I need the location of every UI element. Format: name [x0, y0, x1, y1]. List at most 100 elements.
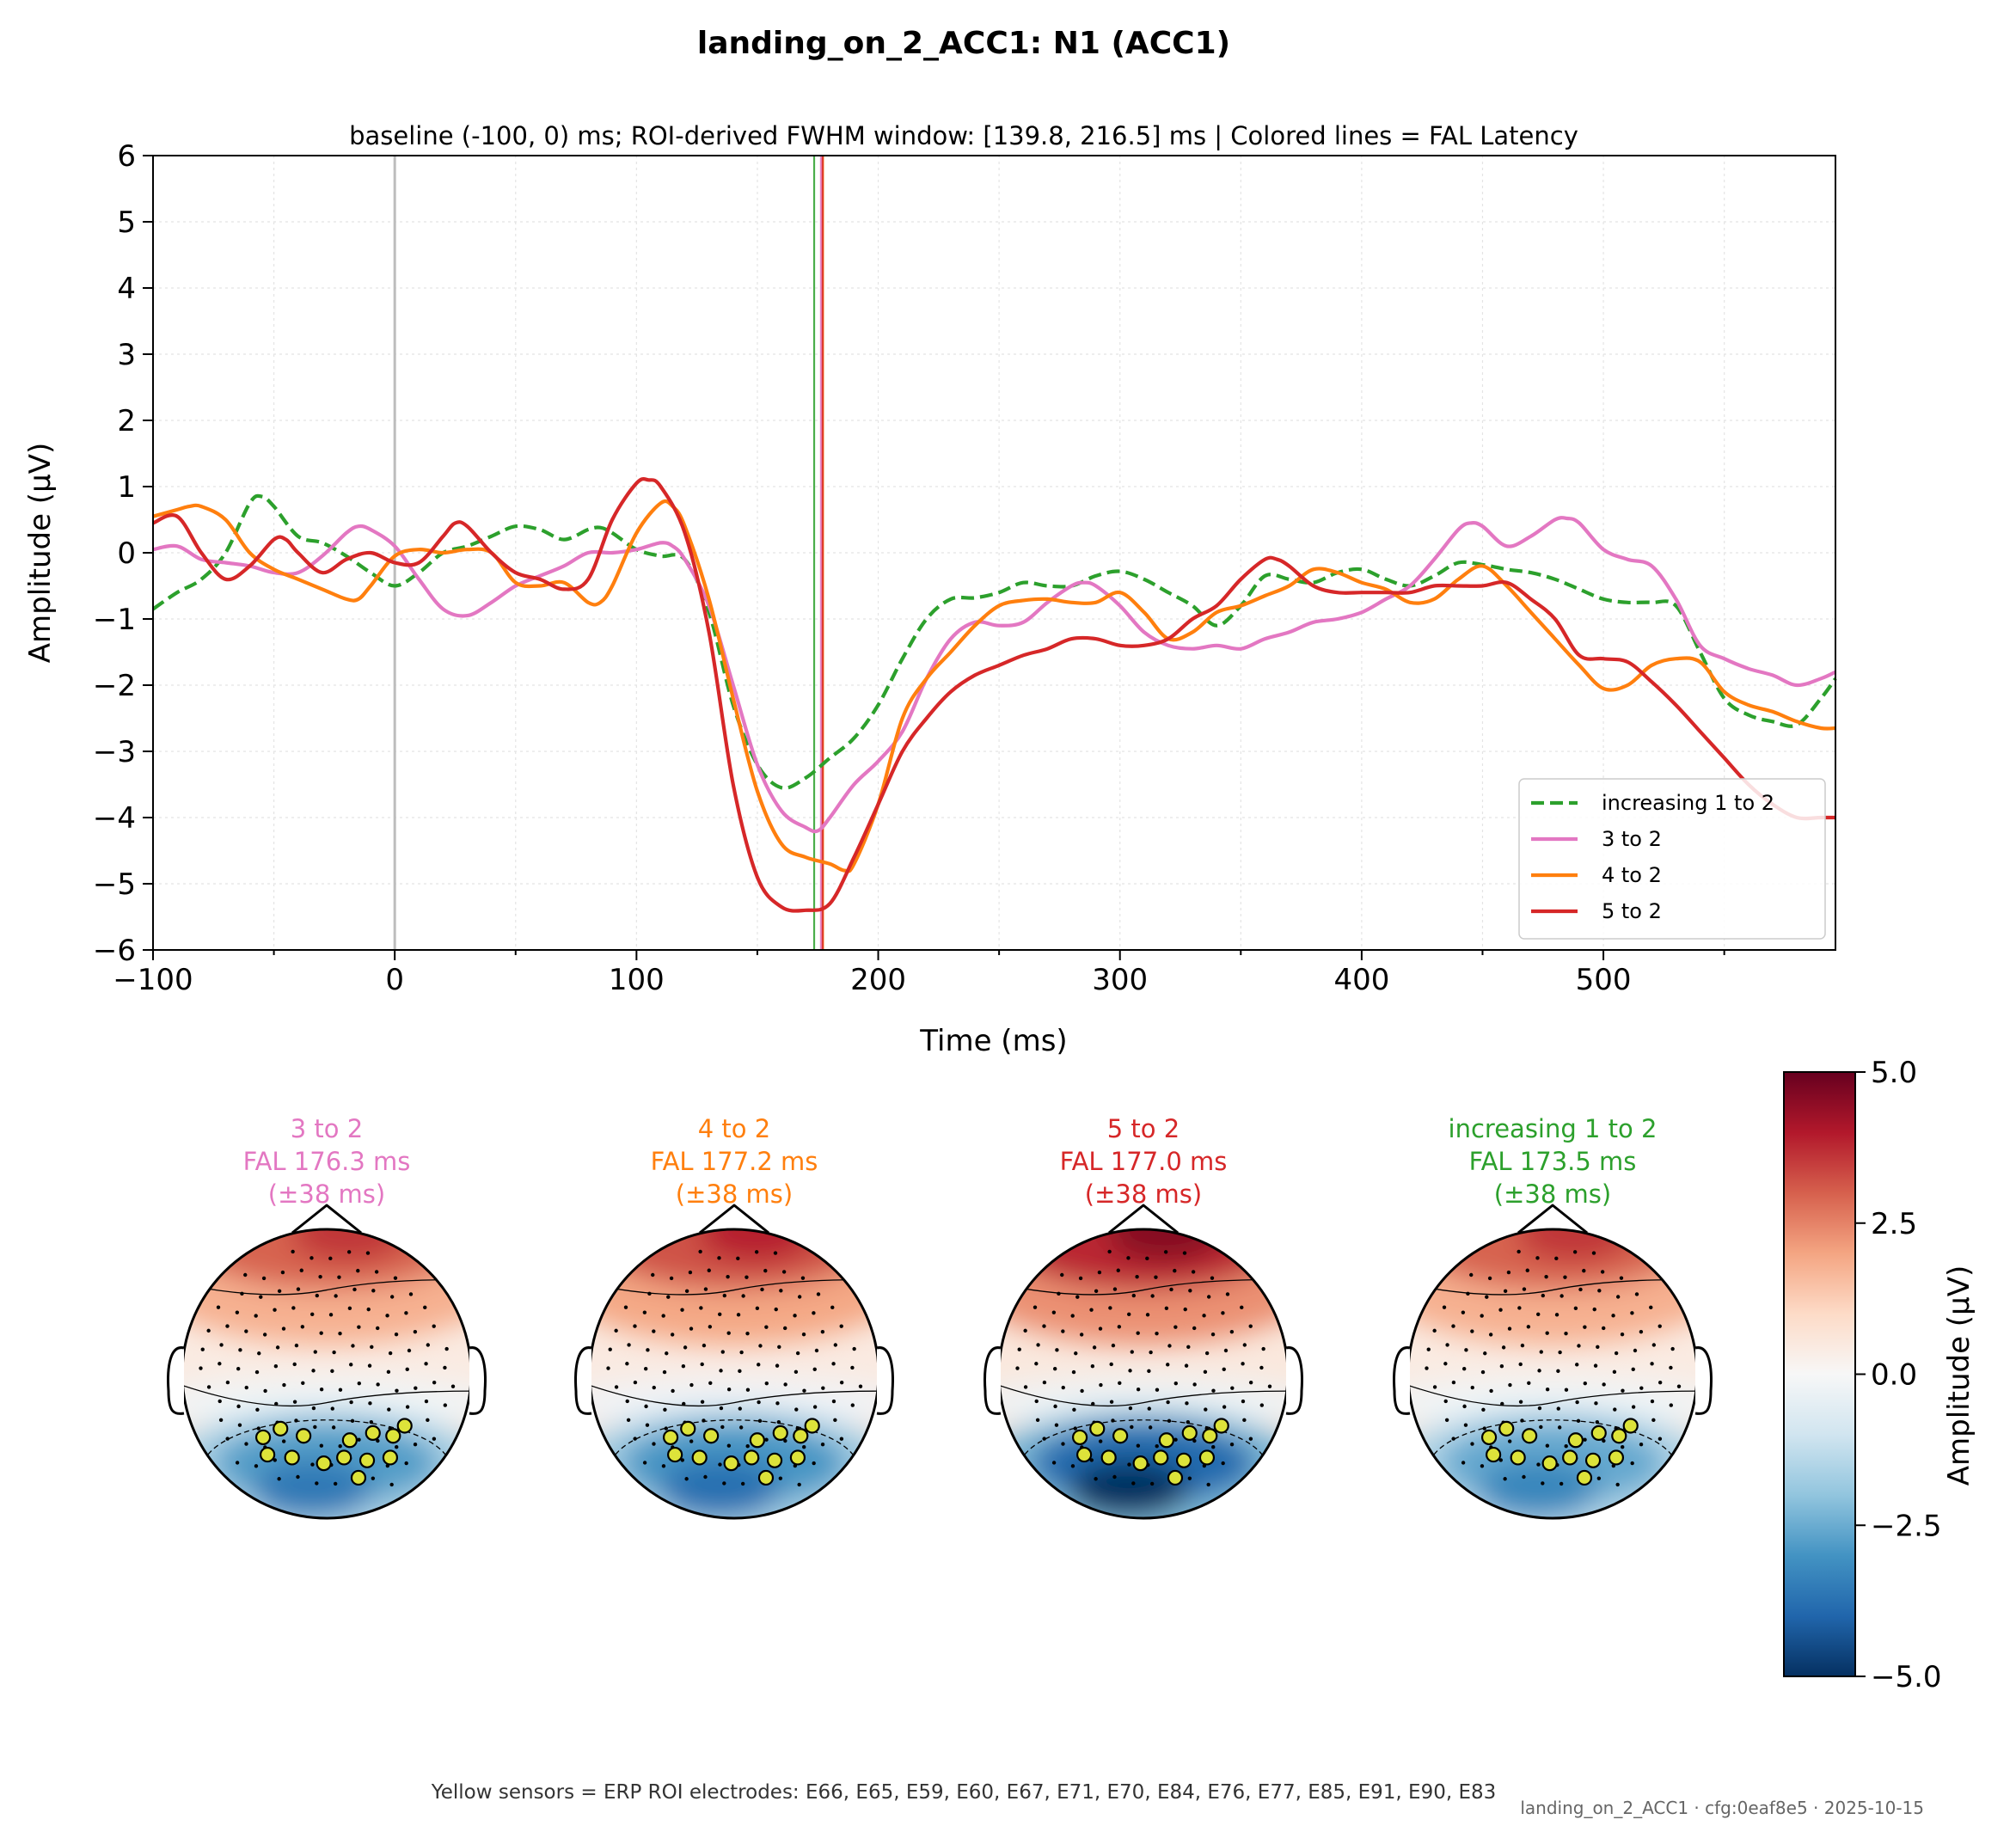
sensor-dot — [1094, 1477, 1098, 1481]
sensor-dot — [720, 1350, 725, 1354]
sensor-dot — [407, 1348, 412, 1353]
sensor-dot — [1612, 1369, 1617, 1375]
sensor-dot — [1583, 1437, 1587, 1442]
sensor-dot — [413, 1329, 418, 1334]
topomap-latency: FAL 177.0 ms — [1060, 1147, 1228, 1176]
roi-sensor — [260, 1446, 276, 1463]
sensor-dot — [633, 1324, 637, 1328]
roi-sensor — [1622, 1418, 1639, 1434]
sensor-dot — [405, 1405, 410, 1409]
topomap-latency: FAL 176.3 ms — [243, 1147, 411, 1176]
sensor-dot — [444, 1346, 449, 1351]
topomap-contour — [1408, 1384, 1697, 1407]
sensor-dot — [1480, 1314, 1484, 1318]
y-axis-ticks: −6 −5 −4 −3 −2 −1 0 1 2 3 4 5 6 — [93, 139, 153, 968]
roi-sensor — [1213, 1418, 1229, 1434]
topomap-contour — [590, 1278, 879, 1296]
roi-sensor — [804, 1418, 820, 1434]
sensor-dot — [745, 1275, 749, 1279]
sensor-dot — [1507, 1439, 1512, 1443]
sensor-dot — [1545, 1443, 1550, 1448]
sensor-dot — [1223, 1348, 1229, 1353]
sensor-dot — [273, 1308, 277, 1312]
sensor-dot — [1089, 1308, 1094, 1312]
sensor-dot — [1023, 1328, 1027, 1333]
colorbar-label: Amplitude (µV) — [1942, 1265, 1976, 1486]
sensor-dot — [1117, 1325, 1122, 1329]
sensor-dot — [238, 1348, 242, 1352]
sensor-dot — [338, 1444, 342, 1449]
sensor-dot — [218, 1362, 222, 1366]
roi-sensor — [385, 1428, 401, 1444]
sensor-dot — [1116, 1268, 1120, 1272]
sensor-dot — [385, 1314, 389, 1318]
sensor-dot — [334, 1294, 338, 1298]
sensor-dot — [368, 1401, 372, 1406]
sensor-dot — [779, 1289, 783, 1293]
sensor-dot — [366, 1307, 371, 1312]
sensor-dot — [376, 1326, 380, 1331]
sensor-dot — [1507, 1326, 1512, 1331]
sensor-dot — [1464, 1348, 1468, 1352]
sensor-dot — [1054, 1423, 1059, 1427]
sensor-dot — [370, 1345, 374, 1349]
sensor-dot — [1500, 1401, 1504, 1406]
x-tick-label: −100 — [113, 963, 193, 997]
sensor-dot — [1639, 1442, 1644, 1447]
sensor-dot — [1651, 1418, 1656, 1423]
sensor-dot — [703, 1287, 708, 1291]
sensor-dot — [783, 1382, 787, 1387]
sensor-dot — [1564, 1444, 1568, 1449]
sensor-dot — [256, 1426, 260, 1431]
sensor-dot — [647, 1291, 652, 1296]
sensor-dot — [794, 1407, 799, 1412]
sensor-dot — [1596, 1345, 1600, 1349]
sensor-dot — [1658, 1324, 1662, 1328]
y-tick-label: 0 — [117, 536, 136, 571]
sensor-dot — [800, 1276, 806, 1280]
sensor-dot — [665, 1351, 669, 1356]
sensor-dot — [376, 1438, 380, 1443]
sensor-dot — [820, 1442, 825, 1447]
roi-sensor — [396, 1418, 413, 1434]
sensor-dot — [1461, 1461, 1466, 1465]
sensor-dot — [722, 1481, 726, 1486]
colorbar-tick-label: −5.0 — [1871, 1660, 1942, 1694]
sensor-dot — [1111, 1343, 1116, 1348]
sensor-dot — [1651, 1343, 1657, 1347]
sensor-dot — [1184, 1363, 1189, 1368]
sensor-dot — [1078, 1276, 1083, 1281]
sensor-dot — [301, 1381, 305, 1386]
sensor-dot — [1183, 1307, 1187, 1312]
sensor-dot — [235, 1461, 240, 1465]
sensor-dot — [261, 1276, 267, 1281]
sensor-dot — [1131, 1481, 1136, 1486]
sensor-dot — [1036, 1343, 1040, 1347]
sensor-dot — [699, 1306, 703, 1310]
sensor-dot — [294, 1418, 298, 1423]
sensor-dot — [1240, 1305, 1244, 1310]
sensor-dot — [1463, 1423, 1468, 1427]
sensor-dot — [1596, 1476, 1602, 1480]
sensor-dot — [718, 1312, 722, 1317]
sensor-dot — [783, 1326, 787, 1331]
sensor-dot — [1167, 1344, 1172, 1348]
sensor-dot — [1541, 1481, 1545, 1486]
sensor-dot — [830, 1305, 835, 1310]
sensor-dot — [1442, 1305, 1447, 1309]
sensor-dot — [1061, 1329, 1065, 1333]
sensor-dot — [1615, 1295, 1621, 1299]
sensor-dot — [1155, 1388, 1160, 1392]
sensor-dot — [801, 1332, 806, 1337]
sensor-dot — [1206, 1295, 1211, 1299]
sensor-dot — [812, 1461, 816, 1466]
roi-sensor — [358, 1452, 376, 1468]
x-tick-label: 400 — [1333, 963, 1389, 997]
sensor-dot — [404, 1311, 408, 1315]
sensor-dot — [839, 1437, 844, 1441]
sensor-dot — [1582, 1268, 1586, 1273]
sensor-dot — [414, 1386, 418, 1390]
sensor-dot — [703, 1474, 708, 1480]
erp-line-chart: baseline (-100, 0) ms; ROI-derived FWHM … — [23, 121, 1837, 1058]
sensor-dot — [702, 1343, 707, 1348]
